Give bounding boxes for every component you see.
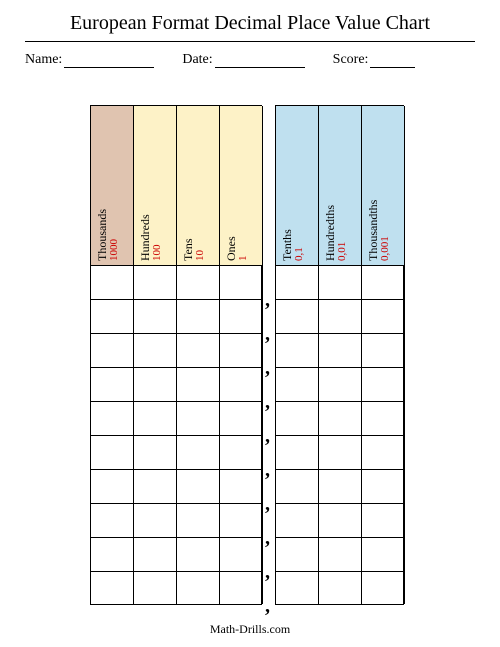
- meta-row: Name: Date: Score:: [25, 52, 475, 68]
- decimal-comma: ,: [265, 391, 270, 414]
- decimal-comma: ,: [265, 323, 270, 346]
- date-blank[interactable]: [215, 54, 305, 68]
- decimal-comma: ,: [265, 493, 270, 516]
- page-title: European Format Decimal Place Value Char…: [25, 0, 475, 42]
- score-blank[interactable]: [370, 54, 415, 68]
- decimal-comma: ,: [265, 289, 270, 312]
- name-label: Name:: [25, 52, 62, 67]
- score-label: Score:: [333, 52, 369, 67]
- decimal-separators: ,,,,,,,,,,: [0, 105, 500, 605]
- date-label: Date:: [182, 52, 212, 67]
- decimal-comma: ,: [265, 357, 270, 380]
- decimal-comma: ,: [265, 425, 270, 448]
- decimal-comma: ,: [265, 595, 270, 618]
- name-blank[interactable]: [64, 54, 154, 68]
- footer-credit: Math-Drills.com: [0, 622, 500, 637]
- decimal-comma: ,: [265, 527, 270, 550]
- decimal-comma: ,: [265, 561, 270, 584]
- decimal-comma: ,: [265, 459, 270, 482]
